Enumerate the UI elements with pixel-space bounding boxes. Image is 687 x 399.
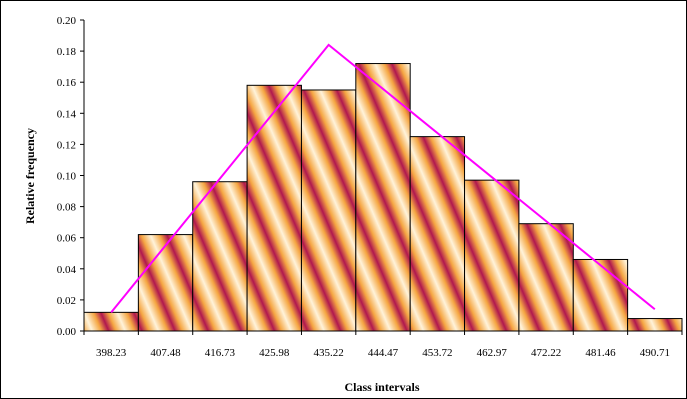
frequency-polygon-line <box>110 43 656 313</box>
bar-398.23 <box>83 311 139 332</box>
x-tick-label: 435.22 <box>314 347 344 359</box>
bar-435.22 <box>300 89 357 332</box>
y-tick-label: 0.06 <box>57 233 77 245</box>
x-axis-title: Class intervals <box>345 380 420 394</box>
x-tick-label: 407.48 <box>150 347 181 359</box>
x-tick-label: 472.22 <box>531 347 561 359</box>
x-tick-label: 425.98 <box>259 347 290 359</box>
x-tick-label: 490.71 <box>640 347 670 359</box>
y-tick-label: 0.12 <box>57 139 76 151</box>
y-tick-label: 0.04 <box>57 264 77 276</box>
y-tick-label: 0.14 <box>57 108 77 120</box>
bar-416.73 <box>192 181 248 332</box>
y-tick-label: 0.00 <box>57 326 77 338</box>
bar-462.97 <box>464 179 520 332</box>
x-tick-label: 416.73 <box>205 347 236 359</box>
y-tick-label: 0.10 <box>57 171 77 183</box>
ticks-layer: 0.00 0.02 0.04 0.06 0.08 0.10 0.12 0.14 0.16 0.18… <box>57 15 683 359</box>
x-tick-label: 444.47 <box>368 347 399 359</box>
y-tick-label: 0.18 <box>57 46 77 58</box>
x-tick-label: 462.97 <box>477 347 508 359</box>
bar-407.48 <box>137 234 194 332</box>
x-tick-label: 398.23 <box>96 347 127 359</box>
bar-444.47 <box>355 63 411 332</box>
bar-472.22 <box>518 223 574 332</box>
bar-425.98 <box>246 84 302 332</box>
y-tick-label: 0.02 <box>57 295 76 307</box>
x-tick-label: 481.46 <box>585 347 616 359</box>
y-tick-label: 0.20 <box>57 15 77 27</box>
y-tick-label: 0.16 <box>57 77 77 89</box>
x-tick-label: 453.72 <box>422 347 452 359</box>
bar-490.71 <box>627 318 683 332</box>
bar-481.46 <box>572 258 629 332</box>
y-tick-label: 0.08 <box>57 202 77 214</box>
y-axis-title: Relative frequency <box>23 128 37 224</box>
bars-layer <box>83 63 683 332</box>
bar-453.72 <box>409 136 466 332</box>
